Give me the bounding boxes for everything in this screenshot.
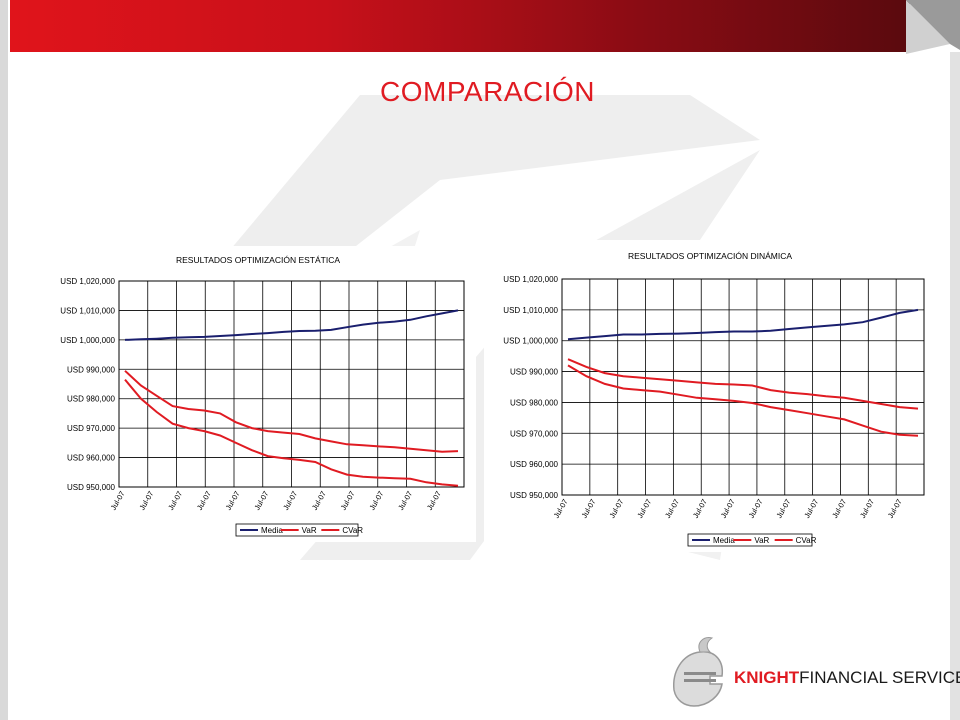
series-line-cvar — [124, 378, 459, 487]
page-curl-corner — [906, 0, 960, 54]
x-tick-label: Jul-07 — [396, 490, 414, 512]
x-tick-label: Jul-07 — [635, 498, 653, 520]
x-tick-label: Jul-07 — [719, 498, 737, 520]
page-title: COMPARACIÓN — [380, 76, 595, 107]
chart-dynamic-svg: RESULTADOS OPTIMIZACIÓN DINÁMICA USD 1,02… — [503, 251, 925, 547]
series-line-var — [567, 358, 919, 410]
chart-title: RESULTADOS OPTIMIZACIÓN ESTÁTICA — [176, 255, 340, 265]
chart-dynamic: RESULTADOS OPTIMIZACIÓN DINÁMICA USD 1,02… — [484, 240, 938, 552]
x-tick-label: Jul-07 — [858, 498, 876, 520]
left-border — [0, 0, 8, 720]
legend-label: VaR — [754, 536, 769, 545]
x-tick-label: Jul-07 — [195, 490, 213, 512]
x-tick-label: Jul-07 — [109, 490, 127, 512]
legend-label: CVaR — [796, 536, 817, 545]
company-logo: KNIGHTFINANCIAL SERVICES — [666, 632, 960, 712]
x-tick-label: Jul-07 — [691, 498, 709, 520]
y-tick-label: USD 970,000 — [510, 429, 559, 438]
x-tick-label: Jul-07 — [830, 498, 848, 520]
y-tick-label: USD 990,000 — [510, 368, 559, 377]
logo-text: KNIGHTFINANCIAL SERVICES — [734, 668, 960, 688]
legend-label: CVaR — [342, 526, 363, 535]
x-tick-label: Jul-07 — [425, 490, 443, 512]
x-tick-label: Jul-07 — [310, 490, 328, 512]
x-tick-label: Jul-07 — [367, 490, 385, 512]
y-tick-label: USD 950,000 — [510, 491, 559, 500]
x-tick-label: Jul-07 — [886, 498, 904, 520]
x-tick-label: Jul-07 — [339, 490, 357, 512]
legend-label: Media — [261, 526, 283, 535]
series-line-var — [124, 370, 459, 453]
x-tick-label: Jul-07 — [774, 498, 792, 520]
y-tick-label: USD 1,020,000 — [503, 275, 558, 284]
chart-static: RESULTADOS OPTIMIZACIÓN ESTÁTICA USD 1,02… — [8, 246, 476, 542]
x-tick-label: Jul-07 — [166, 490, 184, 512]
x-tick-label: Jul-07 — [802, 498, 820, 520]
legend: Media VaR CVaR — [235, 523, 363, 537]
x-tick-label: Jul-07 — [281, 490, 299, 512]
y-tick-label: USD 990,000 — [67, 365, 116, 374]
y-tick-label: USD 1,000,000 — [503, 337, 558, 346]
x-tick-label: Jul-07 — [747, 498, 765, 520]
y-tick-label: USD 950,000 — [67, 483, 116, 492]
right-border — [950, 52, 960, 720]
chart-static-svg: RESULTADOS OPTIMIZACIÓN ESTÁTICA USD 1,02… — [60, 255, 465, 537]
chart-title: RESULTADOS OPTIMIZACIÓN DINÁMICA — [628, 251, 792, 261]
y-tick-label: USD 1,020,000 — [60, 277, 115, 286]
y-tick-label: USD 980,000 — [510, 398, 559, 407]
y-tick-label: USD 1,010,000 — [503, 306, 558, 315]
x-tick-label: Jul-07 — [224, 490, 242, 512]
series-line-media — [567, 308, 919, 341]
logo-text-knight: KNIGHT — [734, 668, 800, 687]
x-tick-label: Jul-07 — [580, 498, 598, 520]
y-tick-label: USD 1,010,000 — [60, 306, 115, 315]
header-bar — [10, 0, 910, 52]
logo-text-financial-services: FINANCIAL SERVICES — [799, 668, 960, 687]
series-line-cvar — [567, 364, 919, 437]
legend: Media VaR CVaR — [687, 533, 817, 547]
y-tick-label: USD 960,000 — [67, 454, 116, 463]
x-tick-label: Jul-07 — [663, 498, 681, 520]
x-tick-label: Jul-07 — [552, 498, 570, 520]
knight-helmet-icon — [673, 637, 724, 707]
x-tick-label: Jul-07 — [252, 490, 270, 512]
y-tick-label: USD 1,000,000 — [60, 336, 115, 345]
legend-label: VaR — [302, 526, 317, 535]
x-tick-label: Jul-07 — [137, 490, 155, 512]
y-tick-label: USD 960,000 — [510, 460, 559, 469]
y-tick-label: USD 970,000 — [67, 424, 116, 433]
series-line-media — [124, 309, 459, 341]
legend-label: Media — [713, 536, 735, 545]
x-tick-label: Jul-07 — [607, 498, 625, 520]
y-tick-label: USD 980,000 — [67, 395, 116, 404]
